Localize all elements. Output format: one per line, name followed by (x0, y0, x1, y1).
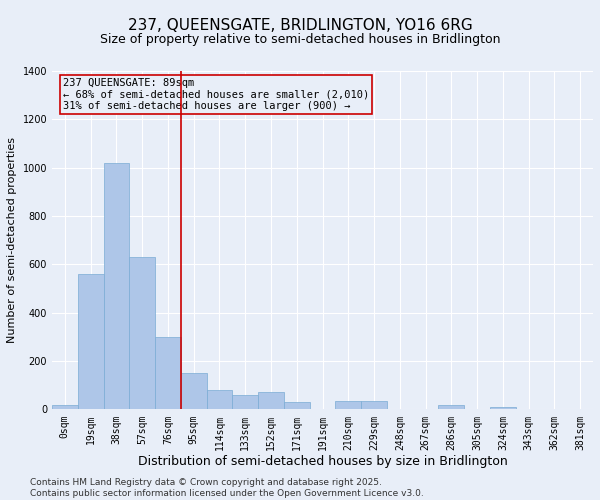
Bar (206, 390, 232, 409)
Bar (104, 163, 129, 410)
Text: Contains HM Land Registry data © Crown copyright and database right 2025.
Contai: Contains HM Land Registry data © Crown c… (30, 478, 424, 498)
Bar (439, 404, 464, 409)
Bar (335, 401, 361, 409)
Bar (284, 402, 310, 409)
Bar (78, 274, 104, 409)
Bar (181, 373, 206, 410)
Y-axis label: Number of semi-detached properties: Number of semi-detached properties (7, 137, 17, 343)
Bar (129, 257, 155, 410)
Text: 237, QUEENSGATE, BRIDLINGTON, YO16 6RG: 237, QUEENSGATE, BRIDLINGTON, YO16 6RG (128, 18, 472, 32)
Bar (52, 405, 78, 409)
X-axis label: Distribution of semi-detached houses by size in Bridlington: Distribution of semi-detached houses by … (137, 455, 508, 468)
Bar (258, 392, 284, 409)
Bar (155, 337, 181, 409)
Bar (232, 395, 258, 409)
Text: 237 QUEENSGATE: 89sqm
← 68% of semi-detached houses are smaller (2,010)
31% of s: 237 QUEENSGATE: 89sqm ← 68% of semi-deta… (63, 78, 369, 111)
Bar (490, 407, 516, 410)
Text: Size of property relative to semi-detached houses in Bridlington: Size of property relative to semi-detach… (100, 32, 500, 46)
Bar (361, 401, 387, 409)
